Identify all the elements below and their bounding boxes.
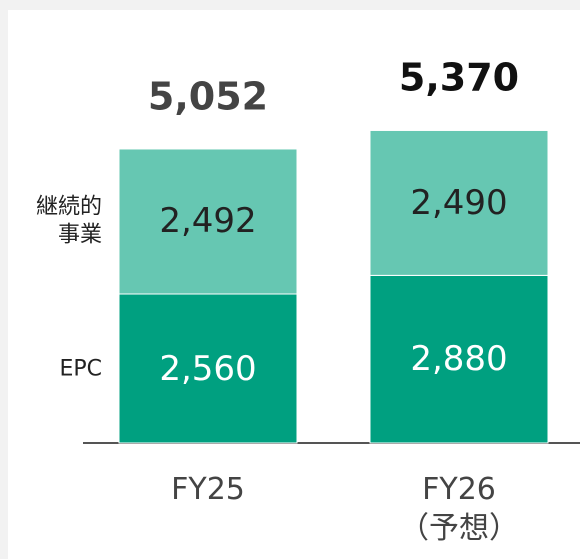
category-label: FY26 （予想） (399, 472, 519, 546)
value-label: 2,880 (410, 339, 508, 380)
bar-segment (118, 148, 298, 295)
value-label: 2,492 (159, 201, 257, 242)
bar-segment (118, 293, 298, 444)
bar-segment (369, 274, 549, 444)
total-label: 5,052 (147, 74, 269, 119)
category-label: FY25 (171, 472, 245, 507)
total-label: 5,370 (398, 55, 520, 100)
value-label: 2,560 (159, 348, 257, 389)
series-name: EPC (59, 355, 102, 381)
bar-segment (369, 129, 549, 276)
series-name: 継続的 事業 (35, 194, 102, 248)
value-label: 2,490 (410, 182, 508, 223)
